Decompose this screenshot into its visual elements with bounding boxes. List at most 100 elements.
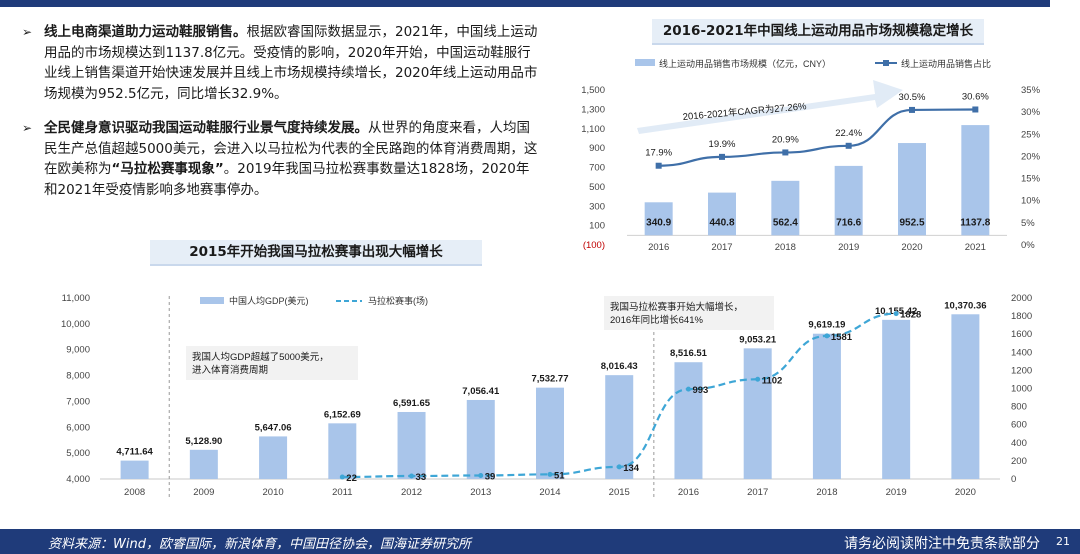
x-axis-tick: 2013 bbox=[470, 487, 491, 498]
bar-market-size bbox=[834, 165, 863, 236]
chart2-title: 2015年开始我国马拉松赛事出现大幅增长 bbox=[150, 240, 482, 266]
right-axis-tick: 1000 bbox=[1011, 384, 1032, 395]
point-marathon bbox=[755, 376, 761, 382]
annotation-marathon-box bbox=[604, 296, 774, 330]
left-axis-tick: 5,000 bbox=[66, 448, 90, 459]
legend-label-market-size: 线上运动用品销售市场规模（亿元，CNY） bbox=[659, 58, 831, 69]
arrow-bullet-icon: ➢ bbox=[22, 121, 33, 135]
x-axis-tick: 2008 bbox=[124, 487, 145, 498]
page-number: 21 bbox=[1056, 535, 1070, 548]
bar-market-size bbox=[898, 143, 926, 236]
left-axis-tick: 500 bbox=[589, 182, 605, 193]
x-axis-tick: 2009 bbox=[193, 487, 214, 498]
right-axis-tick: 200 bbox=[1011, 456, 1027, 467]
bullet-list: ➢ 线上电商渠道助力运动鞋服销售。根据欧睿国际数据显示，2021年，中国线上运动… bbox=[22, 22, 542, 214]
point-share-label: 20.9% bbox=[772, 134, 799, 145]
bar-gdp bbox=[743, 348, 772, 479]
point-marathon-label: 33 bbox=[416, 472, 427, 483]
bar-value-label: 952.5 bbox=[899, 217, 924, 228]
top-accent-bar bbox=[0, 0, 1050, 7]
point-marathon bbox=[478, 472, 484, 478]
x-axis-tick: 2018 bbox=[775, 242, 796, 253]
point-marathon bbox=[409, 473, 415, 479]
right-axis-tick: 2000 bbox=[1011, 293, 1032, 304]
point-share-label: 19.9% bbox=[709, 139, 736, 150]
right-axis-tick: 35% bbox=[1021, 85, 1041, 96]
legend-label-gdp: 中国人均GDP(美元) bbox=[229, 295, 309, 306]
arrow-bullet-icon: ➢ bbox=[22, 25, 33, 39]
bullet-text: 线上电商渠道助力运动鞋服销售。根据欧睿国际数据显示，2021年，中国线上运动用品… bbox=[44, 22, 542, 104]
chart-marathon-gdp: 中国人均GDP(美元) 马拉松赛事(场) 4,000 5,000 6,000 7,000 8… bbox=[61, 293, 1032, 499]
legend-swatch-gdp bbox=[200, 297, 224, 304]
bar-value-label: 9,053.21 bbox=[739, 334, 777, 345]
bar-gdp bbox=[674, 362, 703, 479]
point-marathon-label: 1828 bbox=[900, 310, 921, 321]
left-axis-tick: 9,000 bbox=[66, 345, 90, 356]
bullet-heading: 线上电商渠道助力运动鞋服销售。 bbox=[44, 24, 247, 40]
bar-gdp bbox=[605, 375, 634, 479]
x-axis-tick: 2016 bbox=[678, 487, 699, 498]
left-axis-tick: 8,000 bbox=[66, 371, 90, 382]
point-marathon bbox=[824, 333, 830, 339]
bullet-heading: 全民健身意识驱动我国运动鞋服行业景气度持续发展。 bbox=[44, 120, 368, 136]
cagr-arrow bbox=[637, 80, 903, 134]
annotation-gdp-text: 我国人均GDP超越了5000美元， bbox=[192, 351, 329, 363]
right-axis-tick: 15% bbox=[1021, 174, 1041, 185]
x-axis-tick: 2010 bbox=[263, 487, 284, 498]
right-axis-tick: 400 bbox=[1011, 438, 1027, 449]
bar-value-label: 4,711.64 bbox=[116, 447, 153, 458]
bar-value-label: 10,370.36 bbox=[944, 300, 986, 311]
point-share bbox=[655, 162, 662, 169]
bullet-emphasis: “马拉松赛事现象” bbox=[111, 161, 224, 177]
right-axis-tick: 25% bbox=[1021, 129, 1041, 140]
point-marathon bbox=[893, 311, 899, 317]
bullet-body: 根据欧睿国际数据显示，2021年，中国线上运动用品的市场规模达到1137.8亿元… bbox=[44, 24, 538, 102]
annotation-marathon-text: 2016年同比增长641% bbox=[610, 314, 703, 326]
right-axis-tick: 800 bbox=[1011, 402, 1027, 413]
point-marathon-label: 1581 bbox=[831, 332, 853, 343]
bar-value-label: 9,619.19 bbox=[808, 320, 845, 331]
annotation-gdp-text: 进入体育消费周期 bbox=[192, 364, 268, 376]
bullet-body-end: 。2019年我国马拉松赛事数量达1828场，2020年和2021年受疫情影响多地… bbox=[44, 161, 530, 198]
x-axis-tick: 2012 bbox=[401, 487, 422, 498]
bar-gdp bbox=[882, 319, 911, 479]
bar-value-label: 716.6 bbox=[836, 217, 861, 228]
point-marathon bbox=[685, 386, 691, 392]
bar-value-label: 562.4 bbox=[773, 217, 798, 228]
bar-value-label: 440.8 bbox=[709, 217, 734, 228]
point-marathon-label: 134 bbox=[623, 463, 640, 474]
footer-source: 资料来源：Wind，欧睿国际，新浪体育，中国田径协会，国海证券研究所 bbox=[48, 537, 471, 552]
left-axis-tick: 6,000 bbox=[66, 422, 90, 433]
right-axis-tick: 10% bbox=[1021, 196, 1041, 207]
footer-disclaimer: 请务必阅读附注中免责条款部分 bbox=[844, 536, 1040, 552]
bar-value-label: 8,016.43 bbox=[601, 361, 638, 372]
x-axis-tick: 2014 bbox=[539, 487, 560, 498]
x-axis-tick: 2015 bbox=[609, 487, 630, 498]
left-axis-tick: 1,300 bbox=[581, 104, 605, 115]
bar-value-label: 6,152.69 bbox=[324, 409, 361, 420]
point-share-label: 30.6% bbox=[962, 91, 989, 102]
legend-marker-share bbox=[883, 60, 889, 66]
point-share-label: 17.9% bbox=[645, 148, 672, 159]
point-marathon bbox=[616, 464, 622, 470]
right-axis-tick: 20% bbox=[1021, 151, 1041, 162]
cagr-annotation: 2016-2021年CAGR为27.26% bbox=[682, 100, 807, 123]
legend-label-share: 线上运动用品销售占比 bbox=[901, 58, 991, 69]
left-axis-tick: (100) bbox=[583, 240, 605, 251]
bar-gdp bbox=[466, 399, 495, 479]
left-axis-tick: 7,000 bbox=[66, 396, 90, 407]
bar-value-label: 6,591.65 bbox=[393, 398, 431, 409]
point-share-label: 22.4% bbox=[835, 128, 862, 139]
point-marathon-label: 22 bbox=[346, 473, 357, 484]
bar-value-label: 5,647.06 bbox=[255, 422, 292, 433]
right-axis-tick: 600 bbox=[1011, 420, 1027, 431]
bar-value-label: 8,516.51 bbox=[670, 348, 708, 359]
bar-gdp bbox=[189, 449, 218, 479]
point-share bbox=[909, 106, 915, 113]
bar-market-size bbox=[644, 202, 673, 236]
bullet-text: 全民健身意识驱动我国运动鞋服行业景气度持续发展。从世界的角度来看，人均国民生产总… bbox=[44, 118, 542, 200]
legend-swatch-market-size bbox=[635, 59, 655, 66]
bullet-body: 从世界的角度来看，人均国民生产总值超越5000美元，会进入以马拉松为代表的全民路… bbox=[44, 120, 538, 177]
point-marathon bbox=[339, 474, 345, 480]
left-axis-tick: 1,500 bbox=[581, 85, 605, 96]
